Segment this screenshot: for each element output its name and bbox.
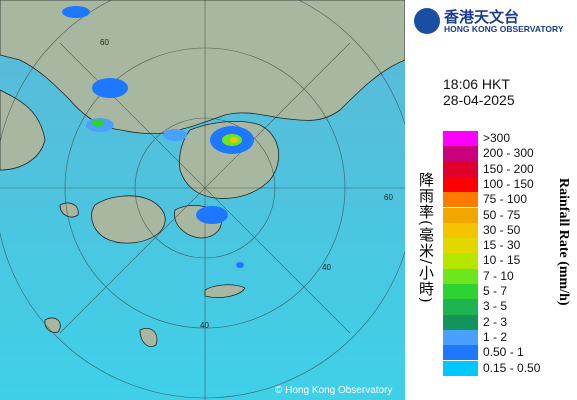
legend-item: 50 - 75 (443, 207, 563, 223)
legend-swatch (443, 268, 478, 284)
legend-item: 10 - 15 (443, 253, 563, 269)
logo-icon (414, 8, 440, 34)
ring-label: 60 (100, 38, 109, 47)
legend-swatch (443, 161, 478, 177)
legend-swatch (443, 360, 478, 376)
legend-label: 7 - 10 (483, 268, 514, 283)
time: 18:06 HKT (443, 76, 510, 92)
land (0, 0, 405, 347)
legend-swatch (443, 207, 478, 223)
legend-label: 150 - 200 (483, 161, 534, 176)
legend-label: 3 - 5 (483, 299, 508, 314)
legend-swatch (443, 222, 478, 239)
legend-swatch (443, 131, 478, 147)
range-rings (0, 0, 405, 400)
legend-item: 30 - 50 (443, 222, 563, 239)
legend-label: >300 (483, 131, 511, 145)
legend-label: 50 - 75 (483, 207, 521, 222)
legend-item: 100 - 150 (443, 176, 563, 193)
legend-item: 75 - 100 (443, 192, 563, 208)
legend-label: 2 - 3 (483, 314, 508, 329)
legend-label: 200 - 300 (483, 146, 534, 161)
legend-item: 15 - 30 (443, 238, 563, 254)
legend-title-english: Rainfall Rate (mm/h) (556, 178, 571, 306)
radar-map: 60 60 40 40 © Hong Kong Observatory (0, 0, 405, 400)
rain-echoes (62, 6, 254, 268)
legend-label: 0.50 - 1 (483, 345, 524, 360)
legend-label: 100 - 150 (483, 176, 534, 191)
legend-item: 5 - 7 (443, 284, 563, 300)
legend-item: >300 (443, 131, 563, 147)
logo-english: HONG KONG OBSERVATORY (444, 24, 564, 34)
legend-item: 0.50 - 1 (443, 345, 563, 361)
legend-item: 200 - 300 (443, 146, 563, 162)
legend-item: 7 - 10 (443, 268, 563, 284)
ring-label: 60 (384, 193, 393, 202)
legend-title-chinese: 降雨率(毫米/小時) (417, 172, 435, 304)
legend-label: 15 - 30 (483, 238, 521, 253)
legend-swatch (443, 299, 478, 315)
ring-label: 40 (200, 321, 209, 330)
legend-item: 0.15 - 0.50 (443, 360, 563, 376)
logo-chinese: 香港天文台 (444, 9, 520, 26)
legend-item: 3 - 5 (443, 299, 563, 315)
legend-swatch (443, 238, 478, 254)
legend-label: 0.15 - 0.50 (483, 360, 541, 375)
legend-item: 150 - 200 (443, 161, 563, 177)
legend-label: 30 - 50 (483, 222, 521, 237)
legend-item: 2 - 3 (443, 314, 563, 330)
ring-label: 40 (322, 263, 331, 272)
legend-swatch (443, 176, 478, 193)
legend-swatch (443, 146, 478, 162)
legend-swatch (443, 329, 478, 346)
ring-labels: 60 60 40 40 (100, 38, 393, 330)
legend-label: 10 - 15 (483, 253, 521, 268)
legend-label: 5 - 7 (483, 284, 508, 298)
legend-label: 1 - 2 (483, 329, 508, 344)
legend-swatch (443, 253, 478, 269)
legend-item: 1 - 2 (443, 329, 563, 346)
legend-label: 75 - 100 (483, 192, 528, 207)
copyright: © Hong Kong Observatory (275, 385, 392, 396)
legend-swatch (443, 314, 478, 330)
legend-swatch (443, 284, 478, 300)
legend-swatch (443, 345, 478, 361)
date: 28-04-2025 (443, 92, 515, 108)
legend-swatch (443, 192, 478, 208)
